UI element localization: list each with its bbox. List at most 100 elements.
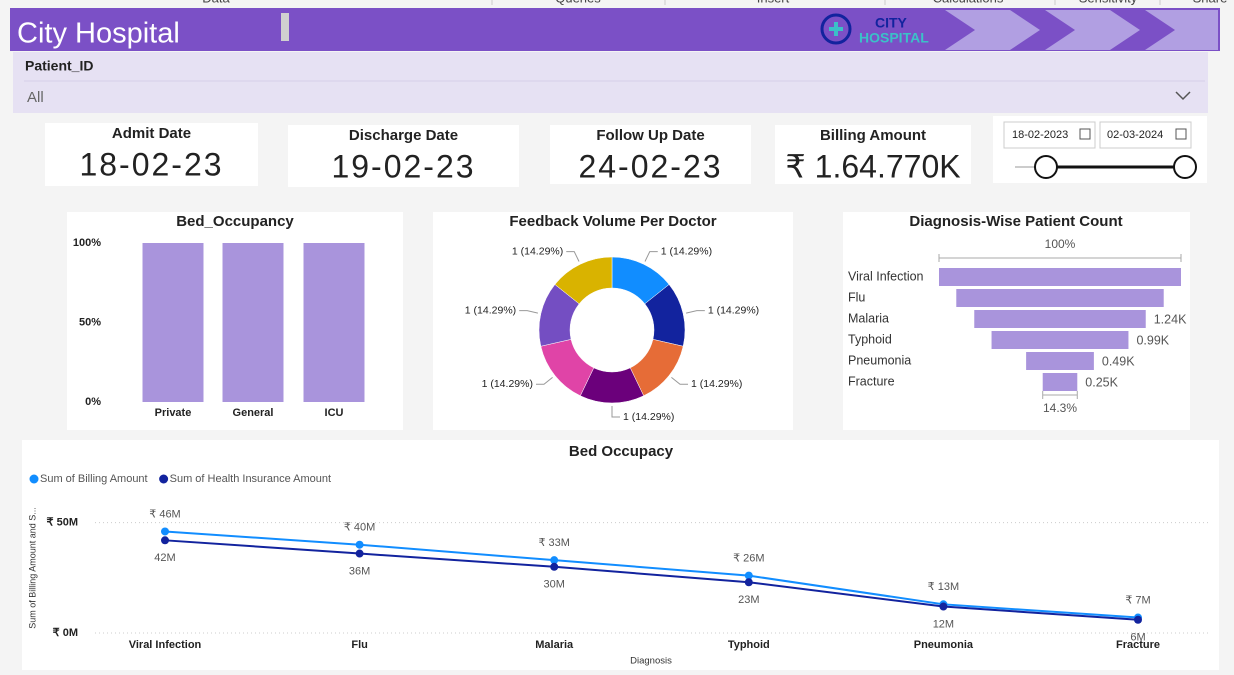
leader-line — [611, 406, 620, 418]
line-point — [1134, 615, 1142, 624]
menu-item[interactable]: Sensitivity — [1079, 0, 1138, 5]
data-label: 1.24K — [1154, 312, 1187, 326]
chevron — [1145, 10, 1218, 50]
slider-handle[interactable] — [1173, 155, 1197, 179]
funnel-bar — [939, 268, 1181, 286]
y-tick-label: 0% — [85, 396, 101, 408]
line-point — [939, 602, 948, 611]
line-point — [744, 578, 753, 587]
x-tick-label: General — [233, 407, 274, 419]
calendar-icon[interactable] — [1079, 128, 1091, 140]
calendar-icon[interactable] — [1175, 128, 1187, 140]
leader-line — [519, 310, 539, 314]
data-label: 0.99K — [1136, 333, 1169, 347]
card-label: Admit Date — [112, 125, 191, 142]
bar — [303, 243, 365, 402]
leader-line — [535, 376, 553, 385]
leader-line — [566, 251, 580, 262]
funnel-bracket — [1042, 391, 1078, 399]
card-value: 19-02-23 — [331, 148, 475, 184]
logo-text: CITY — [875, 15, 908, 31]
legend-label: Sum of Billing Amount — [40, 473, 148, 485]
funnel-bottom-label: 14.3% — [1043, 401, 1077, 415]
leader-line — [671, 376, 689, 385]
data-label: ₹ 13M — [928, 581, 959, 593]
x-tick-label: ICU — [325, 407, 344, 419]
y-tick-label: ₹ 50M — [47, 517, 78, 529]
handle — [281, 13, 289, 41]
logo-cross — [829, 22, 843, 36]
y-axis-title: Sum of Billing Amount and S... — [27, 507, 37, 629]
donut-slice — [554, 256, 613, 305]
chart-title: Bed Occupacy — [569, 443, 674, 460]
data-label: 30M — [543, 579, 564, 591]
funnel-top-label: 100% — [1045, 237, 1076, 251]
funnel-bar — [1042, 373, 1078, 391]
logo-icon — [820, 13, 852, 45]
x-axis-title: Diagnosis — [630, 656, 672, 667]
slider-handle[interactable] — [1034, 155, 1058, 179]
x-tick-label: Private — [155, 407, 192, 419]
menu-item[interactable]: Calculations — [933, 0, 1004, 5]
x-tick-label: Pneumonia — [914, 639, 974, 651]
funnel-bar — [956, 289, 1164, 307]
category-label: Pneumonia — [848, 353, 911, 367]
filter-value[interactable]: All — [27, 89, 44, 106]
data-label: ₹ 33M — [538, 537, 569, 549]
data-label: 12M — [933, 618, 954, 630]
chart-title: Feedback Volume Per Doctor — [509, 213, 716, 230]
funnel-bar — [991, 331, 1129, 349]
filter-panel — [13, 52, 1208, 113]
data-label: ₹ 26M — [733, 553, 764, 565]
legend-marker — [159, 474, 169, 484]
data-label: 1 (14.29%) — [482, 378, 533, 390]
line-point — [355, 549, 364, 558]
x-tick-label: Malaria — [535, 639, 574, 651]
logo-text: HOSPITAL — [859, 30, 929, 46]
line-point — [744, 571, 753, 580]
line-point — [550, 562, 559, 571]
x-tick-label: Fracture — [1116, 639, 1160, 651]
card — [775, 125, 971, 184]
menu-item[interactable]: Insert — [757, 0, 790, 5]
data-label: 1 (14.29%) — [661, 245, 712, 257]
y-tick-label: 50% — [79, 316, 101, 328]
legend-label: Sum of Health Insurance Amount — [170, 473, 331, 485]
line-point — [550, 556, 559, 565]
line-point — [161, 527, 169, 536]
data-label: 1 (14.29%) — [708, 304, 759, 316]
x-tick-label: Typhoid — [728, 639, 770, 651]
line-point — [355, 540, 364, 549]
data-label: 36M — [349, 565, 370, 577]
bar — [142, 243, 204, 402]
page-title: City Hospital — [17, 18, 180, 50]
menu-item[interactable]: Data — [202, 0, 230, 5]
category-label: Malaria — [848, 311, 889, 325]
y-tick-label: ₹ 0M — [53, 627, 78, 639]
data-label: ₹ 7M — [1125, 594, 1150, 606]
data-label: 0.25K — [1085, 375, 1118, 389]
chart-title: Diagnosis-Wise Patient Count — [909, 213, 1122, 230]
line-series — [164, 539, 1139, 621]
dropdown-icon[interactable] — [1175, 91, 1191, 101]
menu-item[interactable]: Queries — [555, 0, 601, 5]
y-tick-label: 100% — [73, 237, 101, 249]
card-value: ₹ 1.64.770K — [785, 148, 960, 184]
card-label: Billing Amount — [820, 127, 926, 144]
data-label: ₹ 40M — [344, 522, 375, 534]
card-label: Follow Up Date — [596, 127, 704, 144]
data-label: 1 (14.29%) — [465, 304, 516, 316]
filter-label: Patient_ID — [25, 58, 93, 74]
line-point — [161, 536, 169, 545]
x-tick-label: Flu — [351, 639, 368, 651]
category-label: Fracture — [848, 374, 895, 388]
line-series — [164, 530, 1139, 619]
card-value: 24-02-23 — [578, 148, 722, 184]
data-label: 42M — [154, 552, 175, 564]
date-start: 18-02-2023 — [1012, 129, 1068, 141]
data-label: 1 (14.29%) — [691, 378, 742, 390]
category-label: Typhoid — [848, 332, 892, 346]
menu-item[interactable]: Share — [1193, 0, 1228, 5]
data-label: 23M — [738, 594, 759, 606]
